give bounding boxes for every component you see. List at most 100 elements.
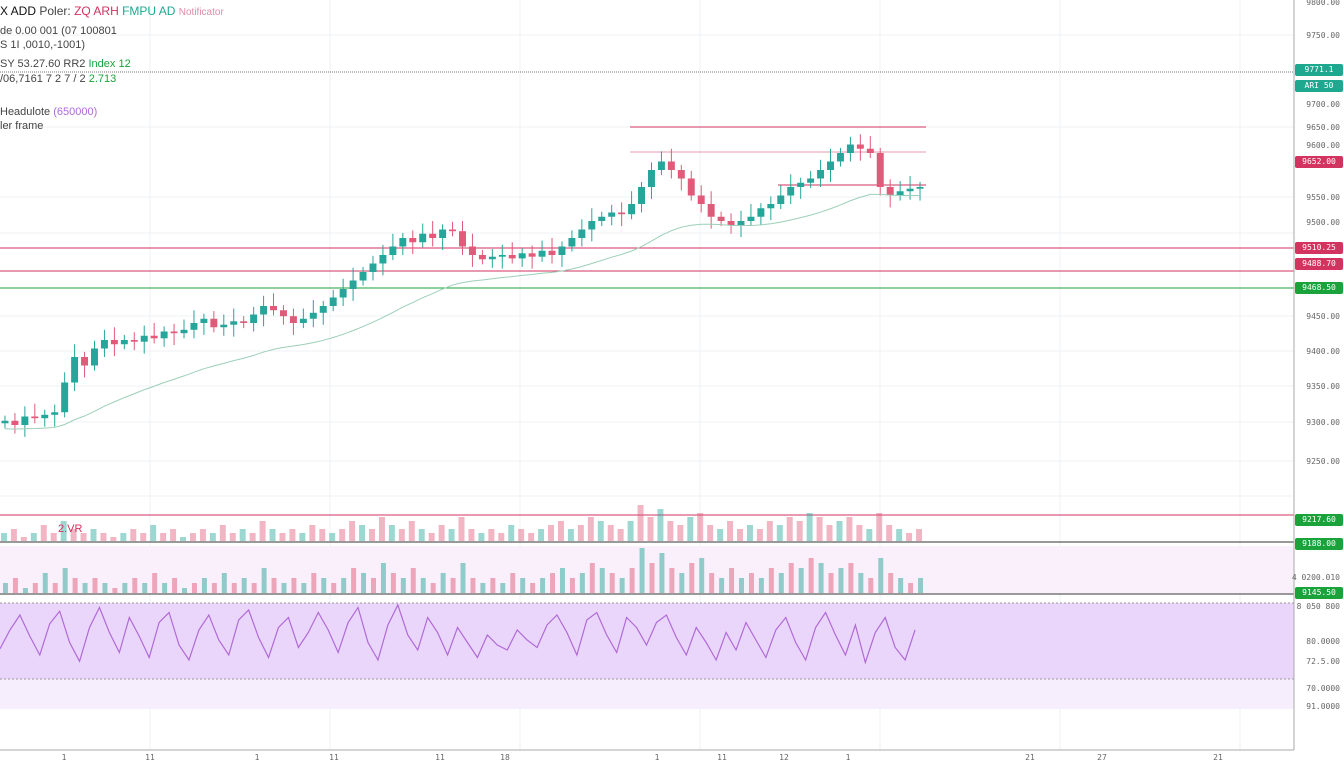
candle	[389, 233, 397, 261]
volume-bar	[319, 529, 326, 541]
volume-bar	[279, 533, 286, 541]
volume-bar	[120, 533, 127, 541]
time-tick-label: 1	[655, 753, 660, 762]
candle	[588, 208, 596, 242]
price-tag: 9145.50	[1295, 587, 1343, 599]
candle	[578, 219, 586, 247]
candle	[369, 255, 377, 281]
volume-bar	[557, 521, 564, 541]
price-axis[interactable]: 9800.00 9750.00 9700.00 9650.00 9600.00 9550.…	[1306, 0, 1340, 466]
volume-bar	[450, 578, 456, 593]
price-tick-label: 9550.00	[1306, 193, 1340, 202]
candle	[100, 329, 108, 357]
candle	[687, 170, 695, 201]
volume-bar	[359, 525, 366, 541]
candle-body	[518, 253, 526, 259]
candle-body	[319, 306, 327, 313]
candle	[240, 316, 248, 329]
symbol[interactable]: X ADD	[0, 4, 37, 18]
candle	[608, 204, 616, 226]
candle-body	[777, 195, 785, 204]
volume-bar	[209, 533, 216, 541]
candle	[399, 232, 407, 255]
volume-bar	[798, 568, 804, 593]
candle-body	[807, 178, 815, 183]
pair-label: Poler:	[39, 4, 71, 18]
volume-bar	[182, 588, 188, 593]
candle	[319, 300, 327, 325]
volume-bar	[548, 525, 555, 541]
candle	[449, 221, 457, 237]
volume-bar	[898, 578, 904, 593]
volume-bar	[20, 537, 27, 541]
candle	[429, 221, 437, 247]
candle-body	[757, 208, 765, 217]
candle	[757, 203, 765, 226]
volume-bar	[122, 583, 128, 593]
volume-bar	[162, 583, 168, 593]
volume-bar	[30, 533, 37, 541]
candle-body	[299, 318, 307, 323]
volume-bar	[587, 517, 594, 541]
candle	[409, 230, 417, 255]
volume-bar	[291, 578, 297, 593]
legend-line: S 1I ,0010,-1001)	[0, 39, 86, 51]
candle	[707, 191, 715, 229]
volume-bar	[599, 568, 605, 593]
candle	[329, 289, 337, 312]
candle	[498, 244, 506, 269]
legend-text: Index 12	[88, 58, 131, 70]
time-axis[interactable]: 1 11 1 11 11 18 1 11 12 1 21 27 21	[62, 753, 1223, 762]
lower-axis: 4 0200.010 8 050 800 80.0000 72.5.00 70.0000…	[1292, 573, 1340, 711]
volume-bar	[10, 529, 17, 541]
volume-bar	[609, 573, 615, 593]
volume-bar	[637, 505, 644, 541]
candle	[459, 221, 466, 255]
candle-body	[51, 412, 59, 415]
price-tick-label: 9400.00	[1306, 347, 1340, 356]
candle-body	[160, 331, 168, 339]
price-tick-label: 9600.00	[1306, 141, 1340, 150]
time-tick-label: 21	[1213, 753, 1223, 762]
volume-bar	[500, 583, 506, 593]
candle-body	[120, 340, 128, 345]
volume-bar	[130, 529, 137, 541]
volume-bar	[886, 525, 893, 541]
volume-bar	[649, 563, 655, 593]
candle	[289, 308, 297, 335]
volume-bar	[211, 583, 217, 593]
volume-bar	[766, 521, 773, 541]
price-tick-label: 9750.00	[1306, 31, 1340, 40]
volume-bar	[458, 517, 465, 541]
volume-bar	[657, 509, 664, 541]
candle	[61, 372, 69, 418]
volume-bar	[908, 583, 914, 593]
candle	[538, 240, 546, 262]
legend-text: /06,7161 7 2 7 / 2	[0, 73, 86, 85]
price-tick-label: 9800.00	[1306, 0, 1340, 7]
volume-bar	[876, 513, 883, 541]
volume-bar	[727, 521, 734, 541]
volume-bar	[199, 529, 206, 541]
candle-body	[220, 324, 228, 328]
volume-bar	[418, 529, 425, 541]
candle	[628, 191, 636, 220]
volume-bar	[388, 525, 395, 541]
candle	[697, 185, 705, 213]
volume-bar	[251, 583, 257, 593]
candle-body	[309, 312, 317, 319]
candle-body	[667, 161, 675, 170]
legend-line: ler frame	[0, 120, 44, 132]
candle	[528, 245, 536, 269]
volume-bar	[32, 583, 38, 593]
volume-bar	[746, 525, 753, 541]
volume-bar	[12, 578, 18, 593]
candle-body	[130, 340, 138, 342]
volume-bar	[221, 573, 227, 593]
volume-bar	[707, 525, 714, 541]
volume-bar	[737, 529, 743, 541]
legend-text: (650000)	[53, 106, 98, 118]
volume-bar	[239, 529, 246, 541]
candle	[827, 148, 834, 182]
